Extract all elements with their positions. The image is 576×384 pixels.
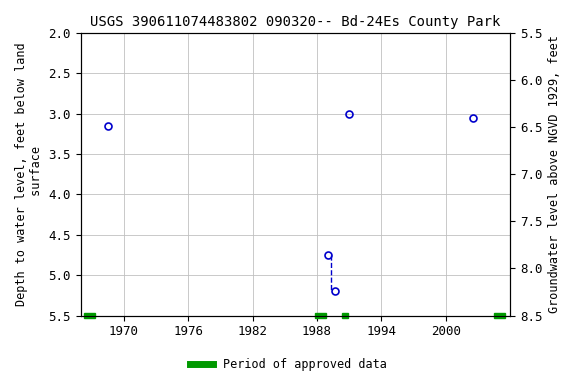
Y-axis label: Depth to water level, feet below land
 surface: Depth to water level, feet below land su… bbox=[15, 43, 43, 306]
Bar bbox=[315, 313, 325, 318]
Bar bbox=[494, 313, 505, 318]
Y-axis label: Groundwater level above NGVD 1929, feet: Groundwater level above NGVD 1929, feet bbox=[548, 35, 561, 313]
Bar bbox=[342, 313, 348, 318]
Legend: Period of approved data: Period of approved data bbox=[185, 354, 391, 376]
Bar bbox=[84, 313, 94, 318]
Title: USGS 390611074483802 090320-- Bd-24Es County Park: USGS 390611074483802 090320-- Bd-24Es Co… bbox=[90, 15, 501, 29]
